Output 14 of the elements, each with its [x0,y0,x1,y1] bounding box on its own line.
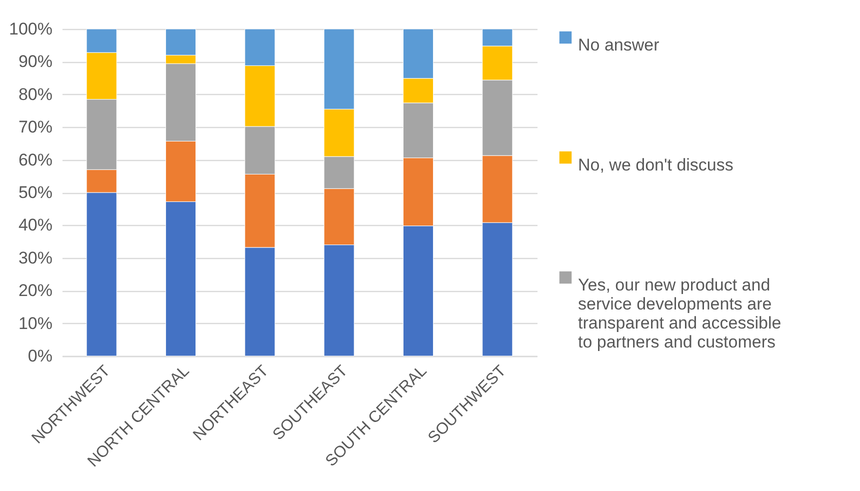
y-tick-label: 30% [18,248,52,268]
y-tick-label: 60% [18,150,52,170]
y-tick-label: 50% [18,183,52,202]
y-tick-label: 90% [18,52,52,72]
y-tick-label: 10% [18,314,52,333]
y-tick-label: 80% [18,84,52,104]
legend-label: Yes, our new product and service developments are transparent and accessible to partners and customers [578,276,782,352]
y-tick-label: 70% [18,118,52,137]
y-tick-label: 0% [28,346,52,366]
y-tick-label: 20% [18,281,52,300]
y-tick-label: 100% [9,20,52,38]
legend-label: No answer [578,36,660,54]
legend-label: No, we don't discuss [578,156,734,174]
y-tick-label: 40% [18,216,52,235]
